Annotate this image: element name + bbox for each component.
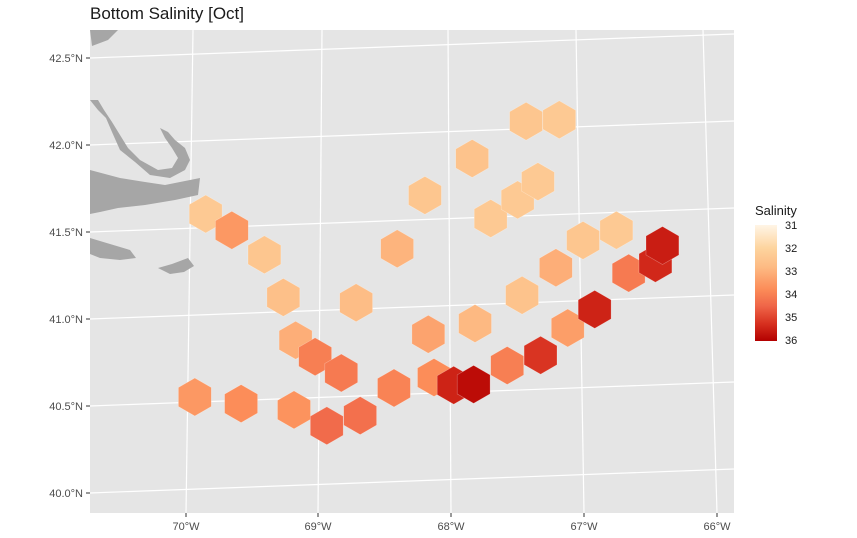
salinity-legend: Salinity 31 32 33 34 35 36 bbox=[755, 203, 845, 347]
massachusetts-coast bbox=[90, 30, 118, 46]
salinity-cell bbox=[411, 314, 446, 354]
graticule-lat-40-0 bbox=[90, 468, 734, 494]
salinity-cell bbox=[277, 390, 311, 430]
y-tick-label: 41.0°N bbox=[49, 314, 83, 326]
salinity-cell bbox=[298, 337, 332, 377]
salinity-cell bbox=[509, 101, 543, 141]
y-axis: 42.5°N 42.0°N 41.5°N 41.0°N 40.5°N 40.0°… bbox=[49, 53, 90, 500]
x-tick-label: 66°W bbox=[703, 521, 731, 533]
legend-tick-label: 35 bbox=[785, 312, 798, 324]
graticule bbox=[90, 30, 734, 513]
salinity-cell bbox=[539, 248, 573, 288]
nantucket bbox=[158, 258, 194, 274]
salinity-cell bbox=[215, 210, 249, 250]
salinity-cell bbox=[456, 365, 491, 404]
legend-colorbar bbox=[755, 225, 777, 341]
salinity-cell bbox=[599, 210, 634, 250]
salinity-cell bbox=[247, 235, 282, 275]
salinity-cell bbox=[490, 346, 525, 385]
graticule-lon-68 bbox=[447, 30, 452, 513]
salinity-cell bbox=[380, 229, 414, 269]
y-tick-label: 42.0°N bbox=[49, 140, 83, 152]
land-masses bbox=[90, 30, 200, 274]
graticule-lon-66 bbox=[702, 30, 718, 513]
salinity-cell bbox=[455, 139, 489, 178]
marthas-vineyard bbox=[90, 238, 136, 260]
x-tick-label: 69°W bbox=[304, 521, 332, 533]
y-tick-label: 40.0°N bbox=[49, 488, 83, 500]
y-tick-label: 41.5°N bbox=[49, 227, 83, 239]
legend-tick-label: 34 bbox=[785, 289, 798, 301]
salinity-cell bbox=[566, 221, 600, 260]
salinity-cell bbox=[324, 353, 359, 393]
salinity-cell bbox=[408, 176, 442, 215]
legend-tick-label: 32 bbox=[785, 243, 798, 255]
graticule-lon-70 bbox=[185, 30, 194, 513]
graticule-lat-42-5 bbox=[90, 33, 734, 59]
x-tick-label: 68°W bbox=[437, 521, 465, 533]
salinity-cell bbox=[523, 335, 558, 375]
salinity-cell bbox=[343, 396, 377, 435]
salinity-cell bbox=[224, 384, 258, 423]
graticule-lon-67 bbox=[575, 30, 585, 513]
y-tick-label: 40.5°N bbox=[49, 401, 83, 413]
salinity-cell bbox=[188, 194, 223, 234]
salinity-cell bbox=[542, 100, 577, 140]
mainland-southeast bbox=[90, 170, 200, 214]
salinity-cell bbox=[377, 368, 411, 408]
legend-tick-label: 36 bbox=[785, 335, 798, 347]
x-tick-label: 70°W bbox=[172, 521, 200, 533]
salinity-cells bbox=[178, 100, 680, 446]
graticule-lat-41-0 bbox=[90, 294, 734, 320]
salinity-cell bbox=[458, 304, 492, 343]
x-axis: 70°W 69°W 68°W 67°W 66°W bbox=[172, 513, 731, 533]
salinity-cell bbox=[178, 377, 212, 417]
cape-cod bbox=[90, 100, 190, 178]
salinity-cell bbox=[645, 226, 680, 265]
salinity-cell bbox=[577, 290, 612, 329]
graticule-lat-41-5 bbox=[90, 207, 734, 233]
salinity-cell bbox=[309, 406, 344, 446]
plot-title: Bottom Salinity [Oct] bbox=[90, 4, 244, 23]
x-tick-label: 67°W bbox=[570, 521, 598, 533]
salinity-cell bbox=[266, 278, 301, 317]
salinity-cell bbox=[521, 162, 555, 201]
legend-tick-label: 33 bbox=[785, 266, 798, 278]
graticule-lat-42-0 bbox=[90, 120, 734, 146]
salinity-cell bbox=[339, 283, 373, 323]
legend-tick-label: 31 bbox=[785, 220, 798, 232]
salinity-cell bbox=[505, 275, 539, 315]
legend-title: Salinity bbox=[755, 203, 797, 218]
y-tick-label: 42.5°N bbox=[49, 53, 83, 65]
